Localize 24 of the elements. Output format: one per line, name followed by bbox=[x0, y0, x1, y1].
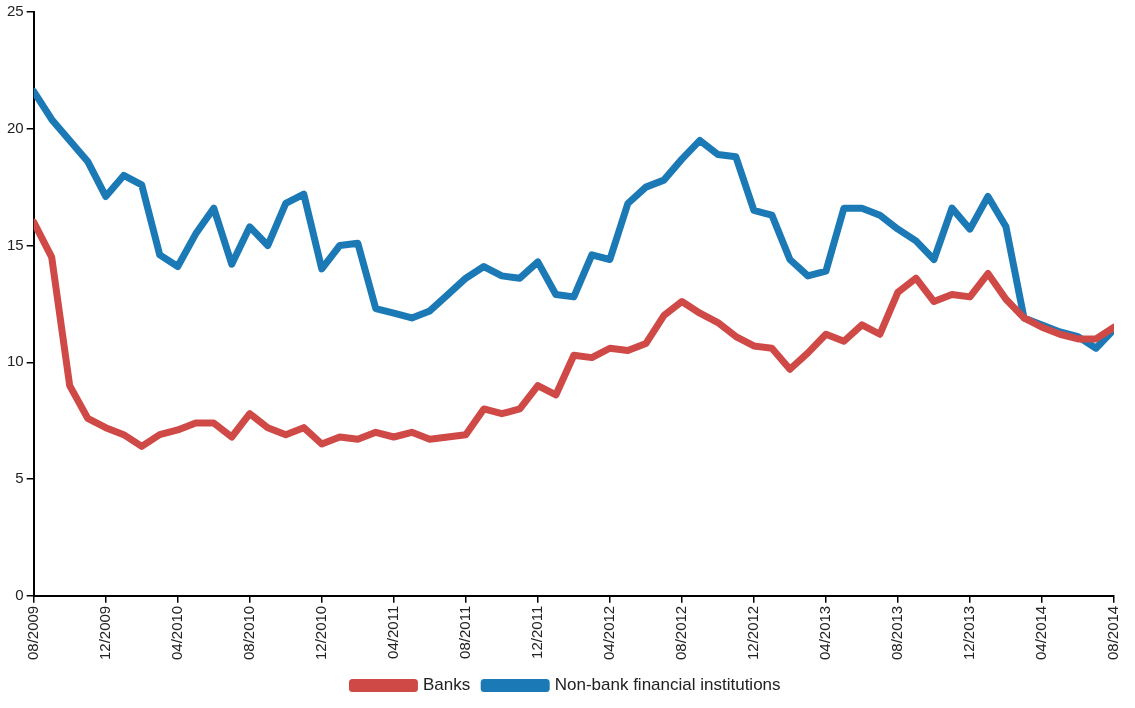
x-tick-label: 04/2010 bbox=[167, 605, 185, 661]
y-tick-label: 0 bbox=[15, 585, 24, 603]
y-tick-label: 25 bbox=[7, 2, 24, 20]
x-tick-label: 12/2009 bbox=[95, 605, 113, 661]
x-tick-label: 12/2010 bbox=[311, 605, 329, 661]
x-tick-label: 08/2014 bbox=[1104, 605, 1122, 661]
x-tick-label: 08/2009 bbox=[23, 605, 41, 661]
x-tick-label: 12/2013 bbox=[960, 605, 978, 661]
x-tick-label: 12/2011 bbox=[527, 605, 545, 659]
y-tick-label: 15 bbox=[7, 235, 24, 253]
x-tick-label: 08/2010 bbox=[239, 605, 257, 661]
x-tick-label: 04/2011 bbox=[383, 605, 401, 659]
legend-label: Non-bank financial institutions bbox=[554, 675, 781, 695]
x-tick-label: 08/2011 bbox=[455, 605, 473, 659]
x-tick-label: 08/2013 bbox=[888, 605, 906, 661]
x-tick-label: 04/2013 bbox=[816, 605, 834, 661]
x-tick-label: 08/2012 bbox=[672, 605, 690, 661]
x-tick-label: 04/2012 bbox=[599, 605, 617, 661]
x-tick-label: 12/2012 bbox=[744, 605, 762, 661]
y-tick-label: 10 bbox=[7, 352, 24, 370]
x-tick-label: 04/2014 bbox=[1032, 605, 1050, 661]
y-tick-label: 5 bbox=[15, 469, 24, 487]
y-tick-label: 20 bbox=[7, 118, 24, 136]
legend-label: Banks bbox=[422, 675, 471, 695]
